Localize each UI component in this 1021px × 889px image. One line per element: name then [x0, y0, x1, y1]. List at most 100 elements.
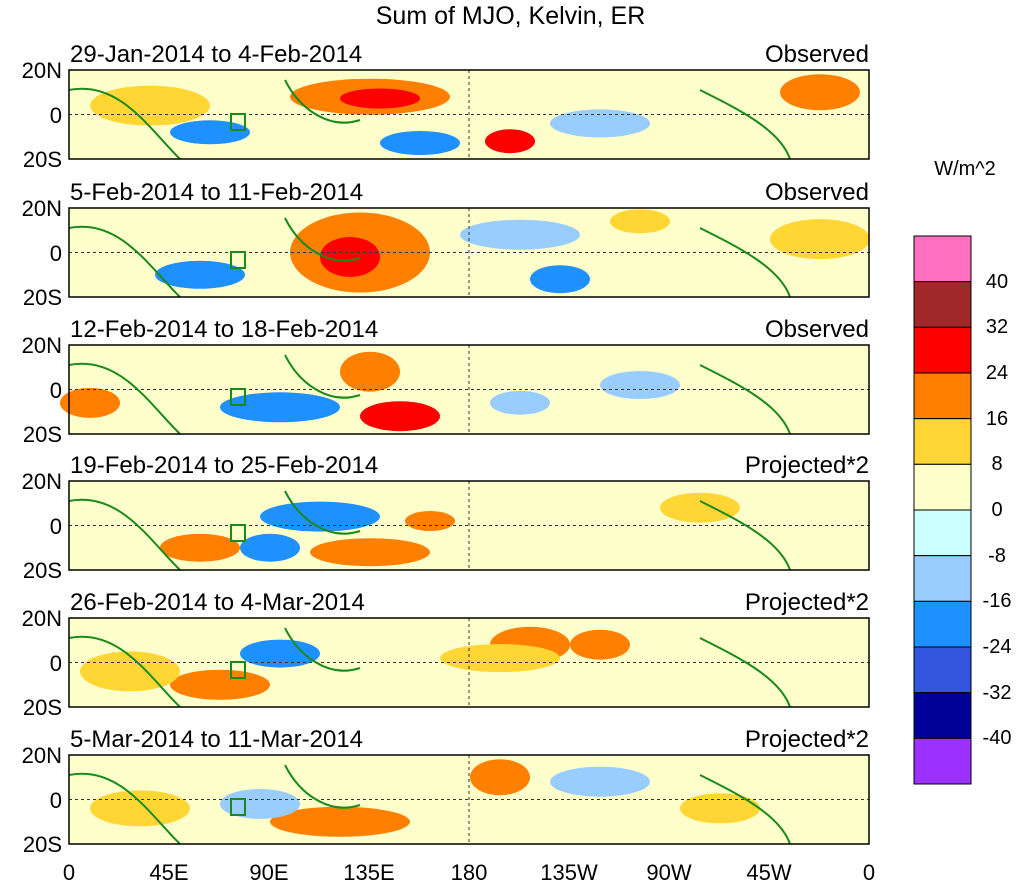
anomaly-contour: [80, 651, 180, 692]
longitude-label: 90E: [249, 860, 289, 885]
region-box: [230, 798, 246, 816]
colorbar-swatch: [913, 418, 972, 465]
colorbar-swatch: [913, 600, 972, 648]
latitude-label: 0: [49, 240, 62, 266]
latitude-label: 20N: [21, 606, 62, 631]
panel-frame: [68, 617, 870, 708]
coastline: [68, 354, 791, 435]
region-box: [230, 661, 246, 679]
longitude-label: 45E: [149, 860, 189, 885]
latitude-label: 20S: [22, 832, 62, 857]
colorbar-label: -24: [982, 636, 1012, 658]
latitude-label: 20N: [21, 743, 62, 768]
panel-date-range: 19-Feb-2014 to 25-Feb-2014: [70, 452, 379, 479]
anomaly-contour: [170, 120, 250, 145]
colorbar-label: 32: [985, 316, 1009, 339]
anomaly-contour: [90, 790, 190, 827]
colorbar-label: 16: [985, 407, 1009, 430]
latitude-label: 20S: [22, 285, 62, 310]
latitude-label: 20N: [21, 196, 62, 221]
latitude-label: 20S: [22, 147, 62, 172]
panel-type-label: Observed: [764, 41, 869, 68]
colorbar-swatch: [913, 509, 972, 557]
longitude-label: 45W: [746, 860, 792, 885]
map-panel: [68, 480, 870, 571]
longitude-label: 0: [862, 860, 876, 885]
panel-date-range: 29-Jan-2014 to 4-Feb-2014: [70, 41, 363, 68]
anomaly-contour: [380, 130, 460, 155]
latitude-label: 0: [49, 377, 62, 403]
anomaly-contour: [530, 265, 590, 294]
panel-frame: [68, 344, 870, 435]
anomaly-contour: [600, 371, 680, 400]
coastline: [68, 79, 791, 160]
anomaly-contour: [610, 209, 670, 234]
coastline: [68, 627, 791, 708]
panel-frame: [68, 69, 870, 160]
latitude-label: 0: [49, 102, 62, 128]
colorbar-label: -32: [982, 681, 1012, 704]
panel-date-range: 12-Feb-2014 to 18-Feb-2014: [70, 316, 379, 343]
panel-frame: [68, 754, 870, 845]
region-box: [230, 251, 246, 269]
region-box: [230, 388, 246, 406]
anomaly-contour: [485, 129, 535, 154]
coastline: [68, 764, 791, 845]
colorbar-swatch: [913, 281, 972, 328]
anomaly-contour: [570, 629, 630, 660]
colorbar-swatch: [913, 555, 972, 602]
latitude-label: 20N: [21, 58, 62, 83]
anomaly-contour: [310, 538, 430, 567]
anomaly-contour: [240, 639, 320, 668]
colorbar-label: 8: [991, 453, 1003, 476]
panel-type-label: Projected*2: [744, 589, 869, 616]
panel-type-label: Observed: [764, 179, 869, 206]
region-box: [230, 113, 246, 131]
anomaly-contour: [780, 74, 860, 111]
panel-frame: [68, 480, 870, 571]
coastline: [68, 490, 791, 571]
anomaly-contour: [660, 492, 740, 523]
anomaly-contour: [270, 806, 410, 837]
panel-date-range: 5-Mar-2014 to 11-Mar-2014: [70, 726, 364, 753]
anomaly-contour: [240, 533, 300, 562]
anomaly-contour: [155, 260, 245, 289]
anomaly-contour: [490, 390, 550, 415]
anomaly-contour: [470, 759, 530, 796]
latitude-label: 0: [49, 513, 62, 539]
chart-title: Sum of MJO, Kelvin, ER: [375, 2, 646, 30]
latitude-label: 20S: [22, 558, 62, 583]
colorbar-label: -40: [982, 727, 1012, 750]
anomaly-contour: [320, 236, 380, 277]
colorbar-swatch: [913, 372, 972, 420]
map-panel: [68, 69, 870, 160]
colorbar-swatch: [913, 737, 972, 785]
anomaly-contour: [220, 788, 300, 819]
anomaly-contour: [405, 511, 455, 532]
latitude-label: 0: [49, 650, 62, 676]
anomaly-contour: [360, 401, 440, 432]
anomaly-contour: [220, 392, 340, 423]
latitude-label: 20S: [22, 695, 62, 720]
latitude-label: 20N: [21, 469, 62, 494]
colorbar-label: 0: [991, 499, 1003, 521]
anomaly-contour: [60, 387, 120, 418]
panel-type-label: Projected*2: [744, 726, 869, 753]
map-panel: [68, 617, 870, 708]
longitude-label: 90W: [646, 860, 692, 885]
map-panel: [68, 754, 870, 845]
anomaly-contour: [460, 219, 580, 250]
colorbar-label: -8: [988, 544, 1006, 567]
longitude-label: 135W: [540, 860, 598, 885]
panel-frame: [68, 207, 870, 298]
anomaly-contour: [340, 88, 420, 109]
longitude-label: 135E: [343, 860, 395, 885]
anomaly-contour: [770, 219, 870, 260]
colorbar-swatch: [913, 646, 972, 694]
colorbar-swatch: [913, 692, 972, 739]
panel-type-label: Projected*2: [744, 452, 869, 479]
map-panel: [68, 207, 870, 298]
longitude-label: 0: [62, 860, 76, 885]
panel-type-label: Observed: [764, 316, 869, 343]
